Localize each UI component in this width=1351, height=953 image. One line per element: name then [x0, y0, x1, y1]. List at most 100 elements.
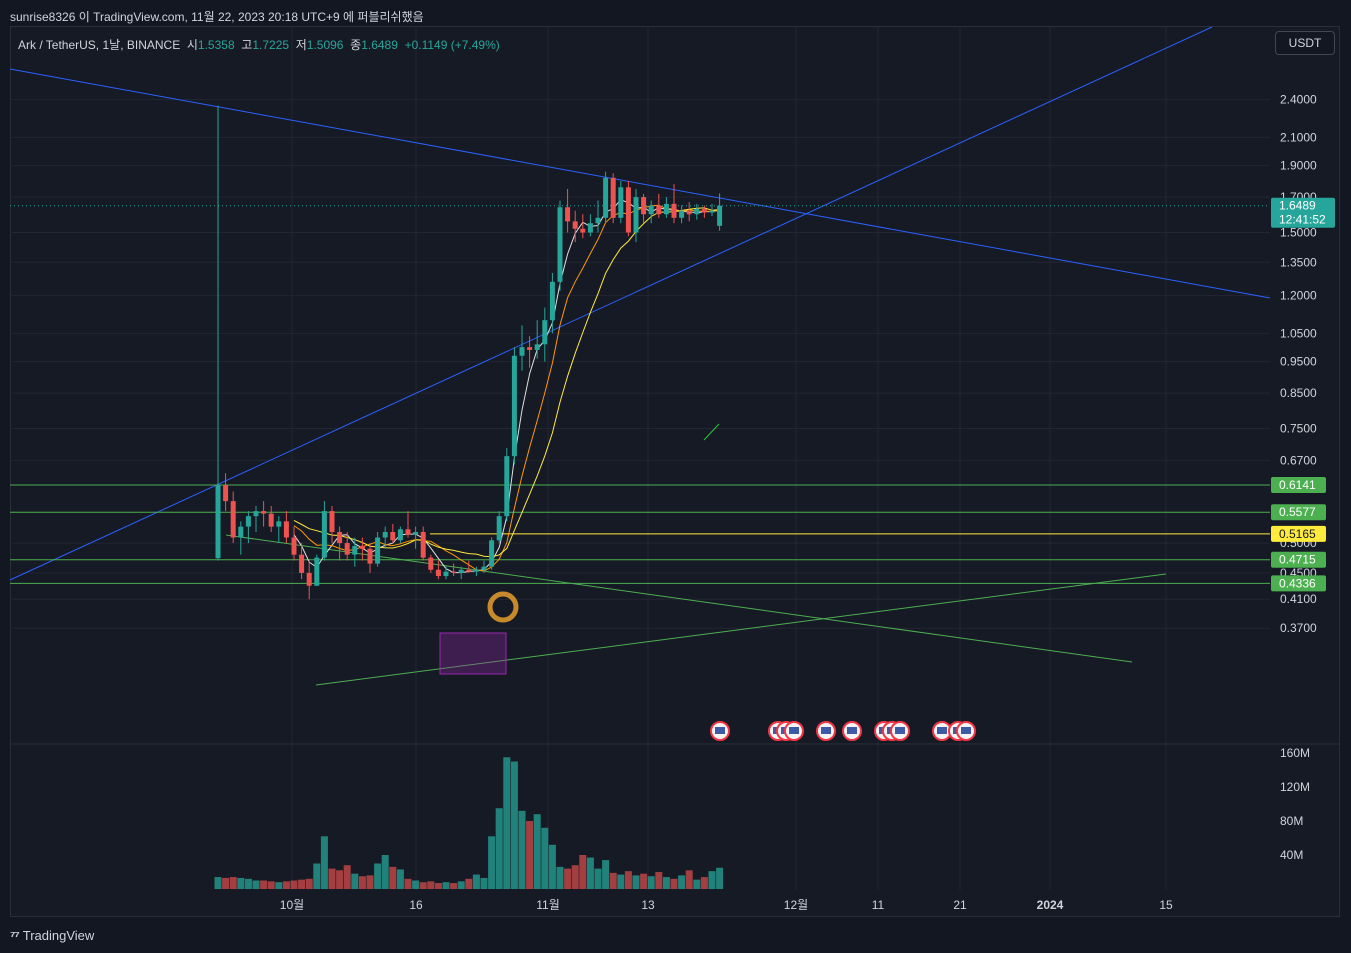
candle-body — [451, 571, 457, 573]
candle-body — [238, 526, 244, 538]
price-tick-label: 1.0500 — [1280, 326, 1317, 340]
time-tick-label: 11월 — [536, 898, 560, 912]
price-tick-label: 0.6700 — [1280, 453, 1317, 467]
volume-bar — [419, 882, 427, 889]
candle-body — [663, 203, 669, 215]
volume-tick-label: 160M — [1280, 746, 1310, 760]
volume-bar — [260, 880, 268, 889]
candle-body — [565, 207, 571, 222]
volume-bar — [343, 865, 351, 889]
volume-bar — [328, 868, 336, 889]
time-tick-label: 10월 — [280, 898, 304, 912]
candle-body — [306, 572, 312, 586]
candle-body — [671, 203, 677, 218]
us-flag-event-icon — [847, 727, 857, 734]
candle-body — [443, 571, 449, 577]
time-axis: 10월 16 11월 13 12월 11 21 2024 15 — [280, 898, 1173, 912]
volume-bar — [617, 874, 625, 889]
volume-bar — [685, 870, 693, 889]
volume-bar — [662, 877, 670, 889]
candle-body — [405, 529, 411, 535]
volume-bar — [548, 844, 556, 889]
level-badge: 0.4715 — [1279, 553, 1316, 567]
volume-bar — [412, 880, 420, 889]
volume-bar — [655, 872, 663, 889]
drawings-layer — [9, 26, 1271, 686]
price-tick-label: 2.1000 — [1280, 130, 1317, 144]
candle-body — [587, 223, 593, 233]
candle-body — [321, 511, 327, 558]
event-markers — [710, 721, 976, 741]
candle-body — [466, 569, 472, 572]
low-value: 1.5096 — [306, 38, 344, 52]
volume-bar — [434, 883, 442, 889]
grid-lines — [10, 27, 1340, 890]
candle-body — [375, 537, 381, 564]
countdown-label: 12:41:52 — [1279, 213, 1326, 227]
candle-body — [557, 207, 563, 282]
volume-bar — [267, 881, 275, 889]
candle-body — [504, 456, 510, 517]
volume-bar — [495, 808, 503, 889]
price-tick-label: 1.2000 — [1280, 289, 1317, 303]
level-badge-bg — [1271, 525, 1326, 542]
volume-bar — [229, 877, 237, 889]
candle-body — [473, 569, 479, 572]
volume-bar — [237, 877, 245, 889]
candle-body — [648, 205, 654, 215]
volume-bar — [510, 761, 518, 889]
volume-bar — [571, 865, 579, 889]
volume-bar — [670, 878, 678, 889]
volume-bar — [488, 836, 496, 889]
small-arrow-line — [703, 423, 720, 441]
candle-body — [276, 521, 282, 527]
candle-body — [519, 347, 525, 356]
price-tick-label: 0.9500 — [1280, 355, 1317, 369]
currency-unit-button[interactable]: USDT — [1275, 31, 1335, 55]
volume-bar — [640, 873, 648, 889]
candle-body — [656, 205, 662, 215]
volume-bar — [700, 877, 708, 889]
volume-bar — [609, 872, 617, 889]
open-value: 1.5358 — [197, 38, 235, 52]
candle-body — [420, 532, 426, 558]
volume-bar — [594, 868, 602, 889]
candle-body — [489, 540, 495, 567]
volume-bars — [214, 757, 724, 889]
candle-body — [709, 210, 715, 213]
candle-body — [511, 355, 517, 457]
price-badges: 0.6141 0.5577 0.5165 0.4715 0.4336 1.648912:4… — [1271, 197, 1335, 592]
volume-bar — [624, 871, 632, 889]
candle-body — [549, 281, 555, 321]
volume-bar — [708, 871, 716, 889]
candle-body — [268, 513, 274, 527]
tradingview-footer[interactable]: ⁷⁷ TradingView — [10, 928, 94, 943]
candle-body — [603, 177, 609, 218]
volume-bar — [472, 874, 480, 889]
price-tick-label: 2.4000 — [1280, 93, 1317, 107]
volume-bar — [556, 866, 564, 889]
candle-body — [329, 511, 335, 533]
volume-bar — [450, 883, 458, 889]
candle-body — [299, 554, 305, 573]
volume-bar — [442, 882, 450, 889]
volume-bar — [290, 880, 298, 889]
current-price-badge: 1.6489 — [1279, 199, 1316, 213]
price-tick-label: 0.3700 — [1280, 621, 1317, 635]
candle-body — [686, 210, 692, 215]
level-badge-bg — [1271, 476, 1326, 493]
volume-bar — [503, 757, 511, 889]
candle-body — [625, 187, 631, 233]
volume-bar — [336, 870, 344, 889]
price-tick-label: 1.9000 — [1280, 159, 1317, 173]
candle-body — [717, 205, 723, 226]
volume-bar — [632, 875, 640, 889]
volume-bar — [526, 821, 534, 889]
volume-bar — [366, 875, 374, 889]
chart-pane[interactable] — [10, 26, 1340, 917]
candle-body — [481, 566, 487, 570]
us-flag-event-icon — [789, 727, 799, 734]
candle-body — [618, 187, 624, 218]
candles — [215, 105, 723, 600]
